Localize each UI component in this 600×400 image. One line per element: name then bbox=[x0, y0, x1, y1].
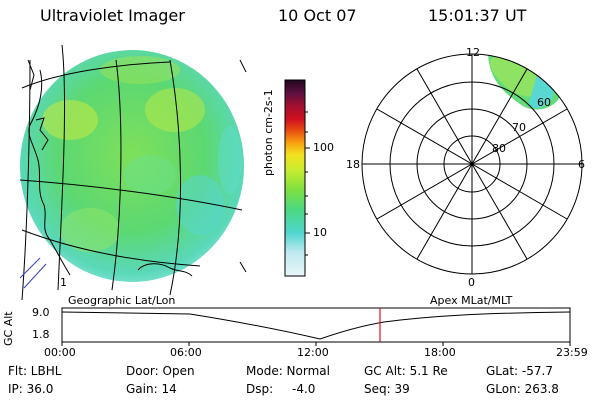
xtick-0000: 00:00 bbox=[44, 346, 76, 359]
altitude-curve bbox=[61, 311, 571, 340]
xtick-1800: 18:00 bbox=[424, 346, 456, 359]
info-mode: Mode: Normal bbox=[246, 364, 330, 378]
map-corner-label: 1 bbox=[60, 276, 67, 289]
instrument-title: Ultraviolet Imager bbox=[40, 6, 185, 25]
info-glon: GLon: 263.8 bbox=[486, 382, 559, 396]
polar-plot bbox=[361, 53, 583, 275]
colorbar-tick-10: 10 bbox=[313, 226, 327, 239]
geographic-grid bbox=[19, 44, 243, 301]
colorbar bbox=[284, 79, 310, 277]
apex-label: Apex MLat/MLT bbox=[430, 294, 513, 307]
info-gcalt: GC Alt: 5.1 Re bbox=[364, 364, 448, 378]
info-flt: Flt: LBHL bbox=[8, 364, 62, 378]
colorbar-label-text: photon cm-2s-1 bbox=[262, 89, 275, 176]
info-glat: GLat: -57.7 bbox=[486, 364, 553, 378]
info-dsp-label: Dsp: bbox=[246, 382, 274, 396]
date-label: 10 Oct 07 bbox=[278, 6, 357, 25]
lat-label-80: 80 bbox=[492, 142, 506, 155]
info-gain: Gain: 14 bbox=[126, 382, 177, 396]
colorbar-label: photon cm-2s-1 bbox=[262, 89, 275, 176]
xtick-2359: 23:59 bbox=[556, 346, 588, 359]
mlt-label-12: 12 bbox=[466, 46, 480, 59]
timeline-ylabel-text: GC Alt bbox=[2, 311, 15, 346]
timeline-panel bbox=[61, 307, 571, 346]
info-ip: IP: 36.0 bbox=[8, 382, 54, 396]
ytick-top: 9.0 bbox=[32, 306, 50, 319]
mlt-label-18: 18 bbox=[346, 158, 360, 171]
blue-lines bbox=[19, 257, 47, 289]
time-label: 15:01:37 UT bbox=[428, 6, 527, 25]
xtick-1200: 12:00 bbox=[297, 346, 329, 359]
info-door: Door: Open bbox=[126, 364, 195, 378]
timeline-ylabel: GC Alt bbox=[2, 311, 15, 346]
lat-label-60: 60 bbox=[537, 96, 551, 109]
lat-label-70: 70 bbox=[512, 121, 526, 134]
emission-disc bbox=[20, 50, 244, 282]
geographic-label: Geographic Lat/Lon bbox=[68, 294, 176, 307]
colorbar-tick-100: 100 bbox=[313, 141, 334, 154]
info-dsp-value: -4.0 bbox=[292, 382, 316, 396]
mlt-label-0: 0 bbox=[468, 276, 475, 289]
xtick-0600: 06:00 bbox=[170, 346, 202, 359]
info-seq: Seq: 39 bbox=[364, 382, 410, 396]
ytick-bottom: 1.8 bbox=[32, 328, 50, 341]
mlt-label-6: 6 bbox=[578, 158, 585, 171]
